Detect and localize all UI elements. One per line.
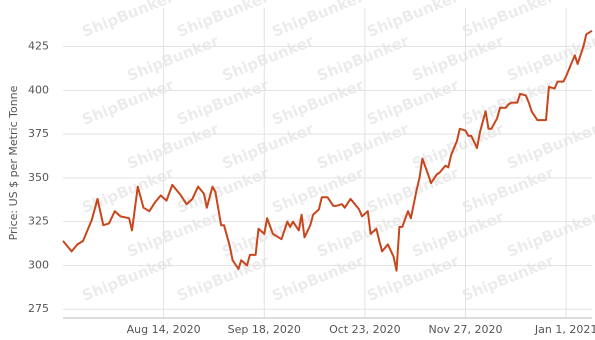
watermark: ShipBunker	[364, 252, 462, 305]
x-tick-label: Oct 23, 2020	[329, 323, 401, 336]
watermark: ShipBunker	[364, 0, 462, 41]
watermark: ShipBunker	[174, 0, 272, 41]
y-axis-label: Price: US $ per Metric Tonne	[7, 85, 20, 240]
watermark: ShipBunker	[79, 252, 177, 305]
watermark: ShipBunker	[459, 0, 557, 41]
watermark: ShipBunker	[219, 32, 317, 85]
watermark: ShipBunker	[79, 76, 177, 129]
watermark: ShipBunker	[79, 0, 177, 41]
watermark: ShipBunker	[124, 120, 222, 173]
x-tick-label: Jan 1, 2021	[534, 323, 595, 336]
watermark: ShipBunker	[409, 208, 507, 261]
watermark: ShipBunker	[269, 252, 367, 305]
x-tick-label: Nov 27, 2020	[429, 323, 503, 336]
watermark: ShipBunker	[269, 0, 367, 41]
watermark: ShipBunker	[314, 120, 412, 173]
watermark: ShipBunker	[174, 252, 272, 305]
watermark: ShipBunker	[459, 164, 557, 217]
x-tick-label: Aug 14, 2020	[127, 323, 201, 336]
y-tick-label: 325	[28, 215, 49, 228]
watermark: ShipBunker	[364, 76, 462, 129]
watermark: ShipBunker	[269, 76, 367, 129]
watermark: ShipBunker	[124, 208, 222, 261]
y-tick-label: 425	[28, 40, 49, 53]
price-line	[62, 29, 593, 272]
watermark: ShipBunker	[174, 76, 272, 129]
watermark: ShipBunker	[219, 120, 317, 173]
watermark: ShipBunker	[174, 164, 272, 217]
y-tick-label: 375	[28, 127, 49, 140]
y-tick-label: 400	[28, 83, 49, 96]
watermark: ShipBunker	[409, 32, 507, 85]
watermark: ShipBunker	[314, 32, 412, 85]
x-tick-label: Sep 18, 2020	[228, 323, 301, 336]
y-tick-label: 275	[28, 302, 49, 315]
watermark: ShipBunker	[459, 252, 557, 305]
y-tick-label: 300	[28, 258, 49, 271]
watermark: ShipBunker	[124, 32, 222, 85]
y-tick-label: 350	[28, 171, 49, 184]
